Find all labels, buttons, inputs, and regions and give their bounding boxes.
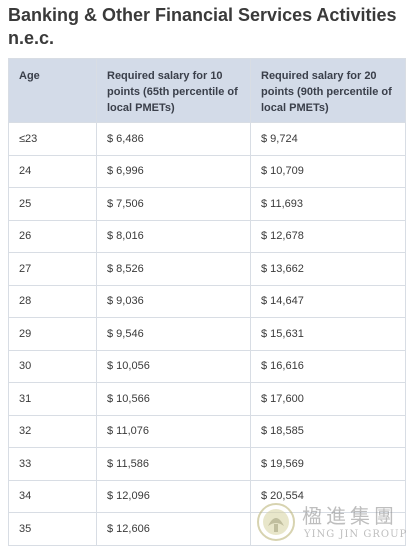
cell-age: 33 [8,447,97,481]
cell-salary-10-points: $ 11,076 [96,414,251,448]
header-salary-20-points: Required salary for 20 points (90th perc… [250,58,406,123]
cell-salary-10-points: $ 9,036 [96,284,251,318]
cell-salary-10-points: $ 8,526 [96,252,251,286]
table-row: 25 $ 7,506 $ 11,693 [8,187,406,221]
cell-salary-10-points: $ 10,566 [96,382,251,416]
cell-salary-10-points: $ 8,016 [96,219,251,253]
table-row: 31 $ 10,566 $ 17,600 [8,382,406,416]
watermark-english-text: YING JIN GROUP [304,529,408,540]
cell-age: 30 [8,349,97,383]
cell-salary-20-points: $ 18,585 [250,414,406,448]
table-header: Age Required salary for 10 points (65th … [8,58,406,123]
cell-salary-20-points: $ 12,678 [250,219,406,253]
cell-age: ≤23 [8,122,97,156]
watermark-chinese-text: 楹進集團 [302,504,398,528]
cell-salary-10-points: $ 12,096 [96,479,251,513]
cell-salary-10-points: $ 12,606 [96,512,251,546]
page-title: Banking & Other Financial Services Activ… [8,5,397,48]
cell-age: 29 [8,317,97,351]
table-row: 35 $ 12,606 [8,512,406,546]
cell-age: 25 [8,187,97,221]
cell-age: 31 [8,382,97,416]
table-row: 32 $ 11,076 $ 18,585 [8,414,406,448]
table-row: 24 $ 6,996 $ 10,709 [8,154,406,188]
header-age: Age [8,58,97,123]
cell-salary-20-points: $ 15,631 [250,317,406,351]
cell-salary-20-points: $ 9,724 [250,122,406,156]
table-row: 34 $ 12,096 $ 20,554 [8,479,406,513]
table-row: 27 $ 8,526 $ 13,662 [8,252,406,286]
salary-table: Age Required salary for 10 points (65th … [8,58,406,546]
cell-age: 34 [8,479,97,513]
cell-age: 35 [8,512,97,546]
table-row: 29 $ 9,546 $ 15,631 [8,317,406,351]
cell-salary-20-points: $ 10,709 [250,154,406,188]
cell-salary-20-points: $ 17,600 [250,382,406,416]
cell-salary-10-points: $ 11,586 [96,447,251,481]
table-row: 33 $ 11,586 $ 19,569 [8,447,406,481]
table-row: ≤23 $ 6,486 $ 9,724 [8,122,406,156]
cell-salary-10-points: $ 6,486 [96,122,251,156]
cell-salary-20-points: $ 19,569 [250,447,406,481]
table-header-row: Age Required salary for 10 points (65th … [8,58,406,123]
cell-salary-10-points: $ 6,996 [96,154,251,188]
cell-salary-10-points: $ 10,056 [96,349,251,383]
cell-salary-20-points: $ 11,693 [250,187,406,221]
table-row: 30 $ 10,056 $ 16,616 [8,349,406,383]
header-salary-10-points: Required salary for 10 points (65th perc… [96,58,251,123]
watermark: 楹進集團 YING JIN GROUP [256,498,412,550]
cell-age: 24 [8,154,97,188]
table-row: 28 $ 9,036 $ 14,647 [8,284,406,318]
cell-age: 26 [8,219,97,253]
cell-age: 27 [8,252,97,286]
cell-salary-20-points: $ 14,647 [250,284,406,318]
table-body: ≤23 $ 6,486 $ 9,724 24 $ 6,996 $ 10,709 25 $ 7,… [8,122,406,546]
table-row: 26 $ 8,016 $ 12,678 [8,219,406,253]
cell-age: 28 [8,284,97,318]
ying-jin-logo-icon [257,503,295,541]
cell-salary-20-points: $ 16,616 [250,349,406,383]
cell-salary-10-points: $ 7,506 [96,187,251,221]
cell-salary-20-points: $ 13,662 [250,252,406,286]
cell-age: 32 [8,414,97,448]
cell-salary-10-points: $ 9,546 [96,317,251,351]
